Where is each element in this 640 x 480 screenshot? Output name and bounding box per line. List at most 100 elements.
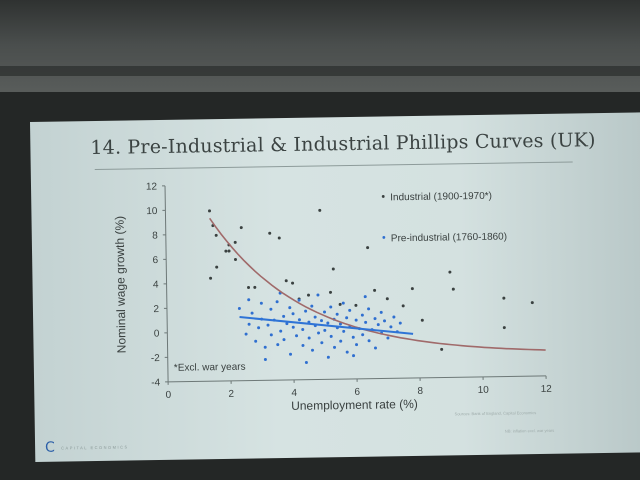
footer-note: NB: inflation excl. war years bbox=[504, 427, 555, 434]
point-industrial bbox=[451, 287, 455, 291]
point-pre-industrial bbox=[263, 358, 267, 362]
point-industrial bbox=[224, 249, 228, 253]
point-industrial bbox=[239, 226, 243, 230]
point-industrial bbox=[307, 293, 311, 297]
point-pre-industrial bbox=[354, 318, 358, 322]
point-industrial bbox=[209, 276, 213, 280]
point-industrial bbox=[502, 296, 506, 300]
point-industrial bbox=[208, 209, 212, 213]
phillips-curve-chart: -4 -2 0 2 4 6 8 10 12 0 2 4 6 8 10 12 Nominal wage gro… bbox=[112, 182, 552, 413]
legend-marker-industrial bbox=[381, 195, 385, 198]
point-pre-industrial bbox=[333, 345, 337, 349]
point-industrial bbox=[440, 347, 444, 351]
point-pre-industrial bbox=[398, 321, 402, 325]
x-tick-label: 0 bbox=[165, 390, 171, 401]
point-pre-industrial bbox=[363, 295, 367, 299]
point-pre-industrial bbox=[269, 333, 273, 337]
point-pre-industrial bbox=[342, 329, 346, 333]
x-tick-label: 6 bbox=[354, 387, 360, 398]
point-industrial bbox=[366, 246, 370, 250]
point-pre-industrial bbox=[392, 315, 396, 319]
point-pre-industrial bbox=[275, 300, 279, 304]
point-pre-industrial bbox=[310, 304, 314, 308]
point-pre-industrial bbox=[352, 354, 356, 358]
y-tick-label: 6 bbox=[153, 255, 159, 266]
point-industrial bbox=[291, 281, 295, 285]
point-industrial bbox=[385, 297, 389, 301]
point-pre-industrial bbox=[282, 338, 286, 342]
point-pre-industrial bbox=[285, 322, 289, 326]
x-axis-line bbox=[168, 375, 547, 383]
point-pre-industrial bbox=[254, 339, 258, 343]
point-pre-industrial bbox=[317, 331, 321, 335]
point-pre-industrial bbox=[250, 311, 254, 315]
point-pre-industrial bbox=[263, 345, 267, 349]
point-pre-industrial bbox=[269, 307, 273, 311]
point-industrial bbox=[214, 233, 218, 237]
brand-logo: C bbox=[44, 439, 56, 456]
x-axis-title: Unemployment rate (%) bbox=[291, 397, 418, 413]
point-pre-industrial bbox=[301, 343, 305, 347]
point-pre-industrial bbox=[383, 319, 387, 323]
point-pre-industrial bbox=[291, 325, 295, 329]
point-industrial bbox=[373, 288, 377, 292]
point-pre-industrial bbox=[257, 326, 261, 330]
point-pre-industrial bbox=[389, 325, 393, 329]
point-pre-industrial bbox=[329, 334, 333, 338]
point-pre-industrial bbox=[279, 329, 283, 333]
y-tick-label: -4 bbox=[151, 377, 161, 388]
point-pre-industrial bbox=[282, 314, 286, 318]
point-pre-industrial bbox=[297, 318, 301, 322]
x-tick-label: 2 bbox=[228, 389, 234, 400]
point-pre-industrial bbox=[259, 301, 263, 305]
point-pre-industrial bbox=[323, 310, 327, 314]
point-pre-industrial bbox=[367, 339, 371, 343]
wall-band bbox=[0, 66, 640, 76]
point-pre-industrial bbox=[288, 306, 292, 310]
point-pre-industrial bbox=[297, 298, 301, 302]
point-industrial bbox=[253, 285, 257, 289]
point-pre-industrial bbox=[320, 319, 324, 323]
point-industrial bbox=[233, 258, 237, 262]
point-pre-industrial bbox=[237, 306, 241, 310]
point-pre-industrial bbox=[367, 307, 371, 311]
point-pre-industrial bbox=[304, 361, 308, 365]
point-pre-industrial bbox=[361, 333, 365, 337]
point-industrial bbox=[247, 285, 251, 289]
point-pre-industrial bbox=[247, 322, 251, 326]
legend-label-pre-industrial: Pre-industrial (1760-1860) bbox=[391, 232, 507, 245]
point-pre-industrial bbox=[376, 323, 380, 327]
point-industrial bbox=[448, 270, 452, 274]
point-industrial bbox=[227, 249, 231, 253]
point-industrial bbox=[284, 279, 288, 283]
point-industrial bbox=[354, 303, 358, 307]
point-pre-industrial bbox=[307, 336, 311, 340]
point-industrial bbox=[318, 208, 322, 212]
point-pre-industrial bbox=[326, 321, 330, 325]
legend-label-industrial: Industrial (1900-1970*) bbox=[390, 191, 492, 204]
room-wall bbox=[0, 0, 640, 100]
point-pre-industrial bbox=[244, 332, 248, 336]
y-tick-label: -2 bbox=[151, 353, 161, 364]
brand-text: capital economics bbox=[61, 444, 129, 451]
point-industrial bbox=[233, 240, 237, 244]
y-axis-line bbox=[164, 185, 169, 382]
point-industrial bbox=[410, 287, 414, 291]
point-industrial bbox=[329, 290, 333, 294]
annotation-excl-war-years: *Excl. war years bbox=[174, 362, 246, 374]
point-pre-industrial bbox=[329, 305, 333, 309]
point-pre-industrial bbox=[379, 310, 383, 314]
point-pre-industrial bbox=[295, 334, 299, 338]
point-industrial bbox=[331, 267, 335, 271]
point-pre-industrial bbox=[345, 316, 349, 320]
point-pre-industrial bbox=[364, 320, 368, 324]
y-tick-label: 4 bbox=[153, 279, 159, 290]
x-tick-label: 4 bbox=[291, 388, 297, 399]
point-industrial bbox=[401, 304, 405, 308]
y-axis-ticks: -4 -2 0 2 4 6 8 10 12 bbox=[146, 182, 169, 389]
point-industrial bbox=[420, 318, 424, 322]
point-pre-industrial bbox=[301, 328, 305, 332]
point-pre-industrial bbox=[247, 298, 251, 302]
y-tick-label: 8 bbox=[152, 231, 158, 242]
point-pre-industrial bbox=[326, 355, 330, 359]
